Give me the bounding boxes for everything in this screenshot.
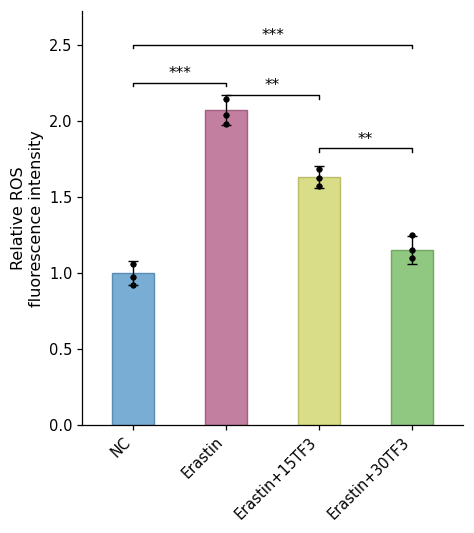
Bar [112, 273, 154, 425]
Text: ***: *** [261, 28, 284, 43]
Y-axis label: Relative ROS
fluorescence intensity: Relative ROS fluorescence intensity [11, 130, 44, 306]
Bar [391, 250, 433, 425]
Text: ***: *** [168, 66, 191, 81]
Bar [205, 110, 247, 425]
Bar [298, 177, 340, 425]
Text: **: ** [265, 78, 280, 93]
Text: **: ** [358, 132, 373, 147]
